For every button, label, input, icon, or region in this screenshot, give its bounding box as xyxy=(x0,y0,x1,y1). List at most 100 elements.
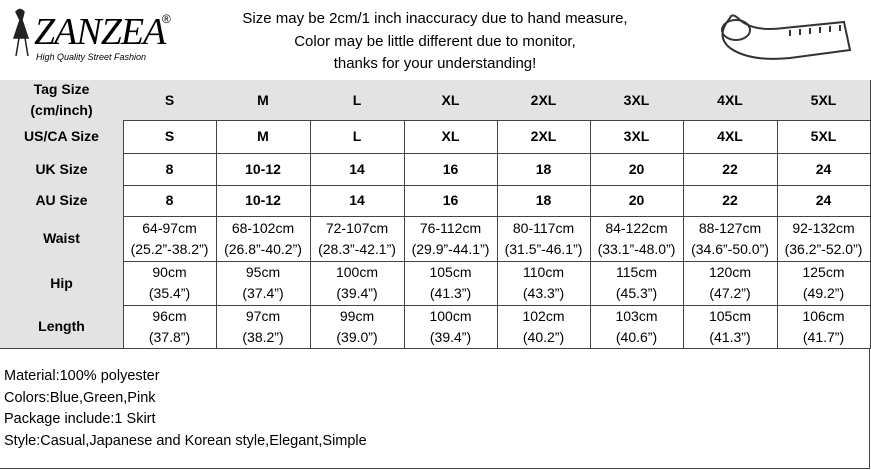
table-cell: 103cm (40.6”) xyxy=(590,305,684,349)
cell-line: Tag Size xyxy=(33,81,90,97)
cell-text: 3XL xyxy=(623,91,650,108)
detail-line: Style:Casual,Japanese and Korean style,E… xyxy=(4,433,367,449)
table-cell: 76-112cm (29.9”-44.1”) xyxy=(404,216,498,262)
cell-line: 72-107cm xyxy=(325,219,389,236)
table-cell: 8 xyxy=(123,153,217,186)
cell-line: 76-112cm xyxy=(419,219,482,236)
cell-line: (49.2”) xyxy=(802,285,845,301)
table-cell: 14 xyxy=(310,153,405,186)
table-cell: 68-102cm (26.8”-40.2”) xyxy=(216,216,311,262)
row-label: US/CA Size xyxy=(0,120,124,154)
cell-text: 18 xyxy=(535,192,552,208)
table-cell: 18 xyxy=(497,153,591,186)
cell-line: (26.8”-40.2”) xyxy=(224,240,302,257)
tagline: High Quality Street Fashion xyxy=(36,52,147,62)
cell-line: 120cm xyxy=(708,264,752,280)
table-cell: 20 xyxy=(590,185,684,217)
table-cell: 3XL xyxy=(590,80,684,121)
cell-text: 20 xyxy=(628,160,645,177)
cell-text: 2XL xyxy=(530,128,557,144)
table-cell: 16 xyxy=(404,185,498,217)
cell-line: (31.5”-46.1”) xyxy=(504,240,583,257)
table-cell: 120cm (47.2”) xyxy=(683,261,778,306)
cell-line: 103cm xyxy=(615,307,658,324)
cell-line: UK Size xyxy=(35,160,88,177)
cell-line: 110cm xyxy=(523,264,564,280)
cell-line: 115cm xyxy=(616,264,657,280)
table-cell: 10-12 xyxy=(216,185,311,217)
row-label: Waist xyxy=(0,216,124,262)
cell-line: 68-102cm xyxy=(231,219,295,236)
table-cell: 92-132cm (36.2”-52.0”) xyxy=(777,216,871,262)
table-cell: 125cm (49.2”) xyxy=(777,261,871,306)
row-label: AU Size xyxy=(0,185,124,217)
detail-line: Material:100% polyester xyxy=(4,368,160,384)
cell-line: 96cm xyxy=(152,307,187,324)
cell-line: (25.2”-38.2”) xyxy=(130,240,209,257)
cell-line: (41.3”) xyxy=(709,328,751,345)
notice-line: thanks for your understanding! xyxy=(333,55,537,72)
header-graphics xyxy=(12,8,852,60)
table-cell: 72-107cm (28.3”-42.1”) xyxy=(310,216,405,262)
table-cell: 4XL xyxy=(683,120,778,154)
cell-text: L xyxy=(352,91,362,108)
table-cell: 105cm (41.3”) xyxy=(683,305,778,349)
cell-line: Length xyxy=(38,318,85,334)
table-cell: 22 xyxy=(683,153,778,186)
cell-line: (41.7”) xyxy=(802,328,845,345)
table-cell: 24 xyxy=(777,153,871,186)
cell-line: (39.4”) xyxy=(429,328,472,345)
cell-line: 102cm xyxy=(522,307,565,324)
table-cell: 4XL xyxy=(683,80,778,121)
cell-line: (cm/inch) xyxy=(30,102,93,118)
cell-text: 24 xyxy=(815,160,832,177)
cell-line: (40.6”) xyxy=(615,328,658,345)
table-cell: 5XL xyxy=(777,80,871,121)
cell-line: (47.2”) xyxy=(709,285,751,301)
table-cell: 14 xyxy=(310,185,405,217)
table-cell: 100cm (39.4”) xyxy=(310,261,405,306)
cell-text: 5XL xyxy=(810,91,837,108)
cell-line: 97cm xyxy=(245,307,281,324)
table-cell: 97cm (38.2”) xyxy=(216,305,311,349)
table-cell: 95cm (37.4”) xyxy=(216,261,311,306)
cell-text: XL xyxy=(441,91,460,108)
cell-line: 95cm xyxy=(245,264,281,280)
cell-line: 106cm xyxy=(802,307,845,324)
cell-text: 16 xyxy=(442,160,459,177)
table-cell: XL xyxy=(404,120,498,154)
cell-line: 125cm xyxy=(802,264,845,280)
table-cell: 22 xyxy=(683,185,778,217)
cell-line: (33.1”-48.0”) xyxy=(597,240,676,257)
row-label: UK Size xyxy=(0,153,124,186)
cell-text: 16 xyxy=(442,192,459,208)
table-cell: 106cm (41.7”) xyxy=(777,305,871,349)
cell-line: Hip xyxy=(50,274,73,291)
cell-line: 105cm xyxy=(429,264,472,280)
table-cell: 3XL xyxy=(590,120,684,154)
row-label: Hip xyxy=(0,261,124,306)
cell-line: Waist xyxy=(43,230,80,246)
table-cell: 99cm (39.0”) xyxy=(310,305,405,349)
cell-text: XL xyxy=(441,128,460,144)
tape-icon xyxy=(721,14,852,60)
table-cell: 2XL xyxy=(497,80,591,121)
table-cell: M xyxy=(216,120,311,154)
cell-line: (41.3”) xyxy=(429,285,472,301)
table-cell: 80-117cm (31.5”-46.1”) xyxy=(497,216,591,262)
cell-text: L xyxy=(352,128,362,144)
detail-line: Package include:1 Skirt xyxy=(4,411,156,427)
cell-line: 84-122cm xyxy=(605,219,668,236)
table-cell: 110cm (43.3”) xyxy=(497,261,591,306)
cell-text: S xyxy=(164,91,175,108)
notice-line: Color may be little different due to mon… xyxy=(294,33,576,50)
cell-line: (38.2”) xyxy=(242,328,284,345)
cell-text: 14 xyxy=(349,160,365,177)
cell-line: (34.6”-50.0”) xyxy=(691,240,769,257)
cell-line: (43.3”) xyxy=(522,285,565,301)
table-cell: S xyxy=(123,80,217,121)
table-cell: L xyxy=(310,80,405,121)
table-cell: 102cm (40.2”) xyxy=(497,305,591,349)
cell-line: 92-132cm xyxy=(792,219,855,236)
